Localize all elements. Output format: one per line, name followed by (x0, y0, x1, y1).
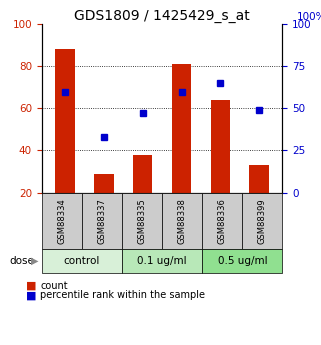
Text: GSM88399: GSM88399 (258, 198, 267, 244)
Text: control: control (64, 256, 100, 266)
Text: 0.5 ug/ml: 0.5 ug/ml (218, 256, 267, 266)
Bar (94, 174, 114, 193)
Bar (249, 165, 269, 193)
Text: GSM88335: GSM88335 (137, 198, 147, 244)
Text: GSM88334: GSM88334 (57, 198, 66, 244)
Text: ▶: ▶ (30, 256, 38, 266)
Bar (172, 64, 191, 193)
Text: 0.1 ug/ml: 0.1 ug/ml (137, 256, 187, 266)
Bar (55, 49, 75, 193)
Text: GSM88338: GSM88338 (178, 198, 187, 244)
Text: GSM88337: GSM88337 (97, 198, 107, 244)
Text: percentile rank within the sample: percentile rank within the sample (40, 290, 205, 300)
Bar (211, 100, 230, 193)
Y-axis label: 100%: 100% (297, 12, 321, 22)
Title: GDS1809 / 1425429_s_at: GDS1809 / 1425429_s_at (74, 9, 250, 23)
Bar (133, 155, 152, 193)
Text: dose: dose (10, 256, 34, 266)
Text: ■: ■ (26, 290, 36, 300)
Text: count: count (40, 281, 68, 291)
Text: ■: ■ (26, 281, 36, 291)
Text: GSM88336: GSM88336 (218, 198, 227, 244)
